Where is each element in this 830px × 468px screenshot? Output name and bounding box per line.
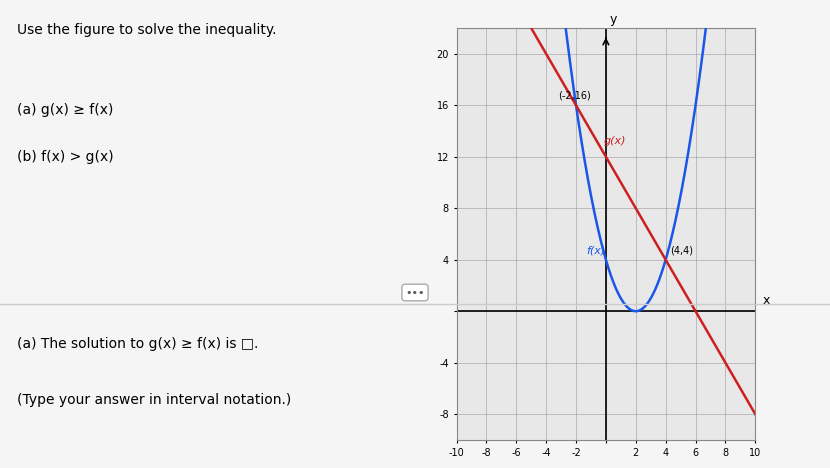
Text: (4,4): (4,4) (670, 245, 693, 256)
Text: y: y (610, 13, 617, 25)
Text: •••: ••• (405, 287, 425, 298)
Text: (a) g(x) ≥ f(x): (a) g(x) ≥ f(x) (17, 103, 113, 117)
Text: x: x (763, 294, 770, 307)
Text: (a) The solution to g(x) ≥ f(x) is □.: (a) The solution to g(x) ≥ f(x) is □. (17, 337, 258, 351)
Text: (Type your answer in interval notation.): (Type your answer in interval notation.) (17, 393, 290, 407)
Text: Use the figure to solve the inequality.: Use the figure to solve the inequality. (17, 23, 276, 37)
Text: (-2,16): (-2,16) (558, 91, 591, 101)
Text: g(x): g(x) (603, 136, 626, 146)
Text: f(x): f(x) (586, 245, 605, 256)
Text: (b) f(x) > g(x): (b) f(x) > g(x) (17, 150, 113, 164)
